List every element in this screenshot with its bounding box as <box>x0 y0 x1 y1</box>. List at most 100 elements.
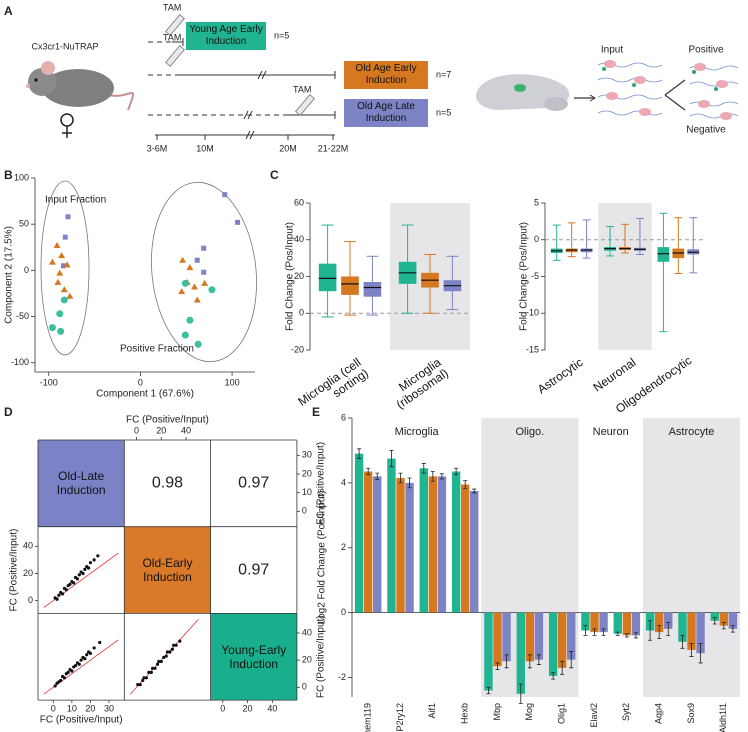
diagonal-cell <box>124 526 211 614</box>
point <box>98 640 102 645</box>
bar <box>631 612 641 636</box>
point <box>56 269 64 276</box>
bar <box>387 458 396 613</box>
x-tick-label: 40 <box>181 425 191 435</box>
point <box>54 278 62 285</box>
x-tick-label: 20 <box>85 703 95 713</box>
induction-box: Old Age Early Induction <box>344 61 428 89</box>
age-label: 10M <box>196 143 214 153</box>
schematic-label: Negative <box>686 125 726 136</box>
bar <box>622 612 632 636</box>
point <box>62 676 67 680</box>
point <box>92 646 96 650</box>
x-tick-label: 30 <box>104 703 114 713</box>
point <box>222 192 228 198</box>
n-label: n=5 <box>274 30 289 40</box>
point <box>155 662 160 666</box>
y-tick-label: 20 <box>23 568 33 578</box>
error-bar <box>569 651 574 669</box>
point <box>186 316 194 324</box>
bar <box>470 490 479 613</box>
y-tick-label: 20 <box>302 468 312 478</box>
age-label: 21-22M <box>318 143 349 153</box>
mouse-label: Cx3cr1-NuTRAP <box>31 41 98 51</box>
error-bar <box>486 686 491 695</box>
box <box>341 276 359 295</box>
error-bar <box>472 488 477 494</box>
point <box>149 670 153 674</box>
point <box>178 639 182 643</box>
point <box>53 684 57 688</box>
bar <box>687 612 696 650</box>
y-tick-label: 10 <box>302 487 312 497</box>
point <box>194 340 202 348</box>
x-tick-label: 100 <box>225 377 240 387</box>
x-axis-label: FC (Positive/Input) <box>40 715 123 726</box>
bar <box>502 612 511 662</box>
error-bar <box>633 632 638 639</box>
y-tick-label: -15 <box>526 344 539 354</box>
bar <box>581 612 590 631</box>
point <box>153 666 157 670</box>
point <box>60 592 65 596</box>
bar <box>590 612 599 633</box>
panel-label: D <box>4 405 13 419</box>
point <box>92 558 96 562</box>
error-bar <box>648 620 653 641</box>
point <box>170 647 175 651</box>
point <box>164 654 168 658</box>
error-bar <box>407 477 412 489</box>
panel-label: C <box>270 168 279 182</box>
y-tick-label: -10 <box>526 308 539 318</box>
y-tick-label: 0 <box>341 607 346 617</box>
point <box>48 324 56 332</box>
bar <box>719 612 729 626</box>
error-bar <box>536 654 541 665</box>
error-bar <box>583 625 588 636</box>
point <box>73 663 78 668</box>
error-bar <box>698 643 703 664</box>
point <box>55 597 59 601</box>
bar <box>437 476 447 613</box>
point <box>201 269 207 275</box>
y-tick-label: 6 <box>341 412 346 422</box>
error-bar <box>666 621 671 636</box>
error-bar <box>398 472 403 484</box>
point <box>81 571 85 576</box>
group-label: Neuron <box>593 426 629 438</box>
diagonal-label: Old-Early Induction <box>142 556 193 585</box>
error-bar <box>615 631 620 636</box>
induction-box: Old Age Late Induction <box>344 99 428 127</box>
bar <box>493 612 502 667</box>
bar <box>654 612 664 633</box>
point <box>178 288 186 295</box>
bar <box>363 471 373 613</box>
point <box>141 678 145 683</box>
point <box>63 261 71 268</box>
y-tick-label: 4 <box>341 477 346 487</box>
point <box>60 263 66 269</box>
syringes <box>165 14 315 116</box>
point <box>57 593 61 597</box>
y-tick-label: 40 <box>23 541 33 551</box>
y-tick-label: 0 <box>24 265 29 275</box>
point <box>83 567 87 571</box>
x-tick-label: P2ry12 <box>395 703 405 732</box>
error-bar <box>375 472 380 481</box>
point <box>157 659 161 664</box>
point <box>208 286 216 294</box>
point <box>150 666 155 670</box>
correlation: 0.97 <box>238 475 269 492</box>
error-bar <box>592 628 597 636</box>
point <box>96 554 100 558</box>
box <box>657 247 670 262</box>
bar <box>428 476 438 613</box>
y-tick-label: 40 <box>294 234 304 244</box>
schematic <box>476 60 739 120</box>
diagonal-label: Old-Late Induction <box>56 469 106 498</box>
annotation: Input Fraction <box>45 195 106 206</box>
point <box>88 560 93 565</box>
correlation: 0.97 <box>238 561 269 578</box>
point <box>186 264 194 271</box>
